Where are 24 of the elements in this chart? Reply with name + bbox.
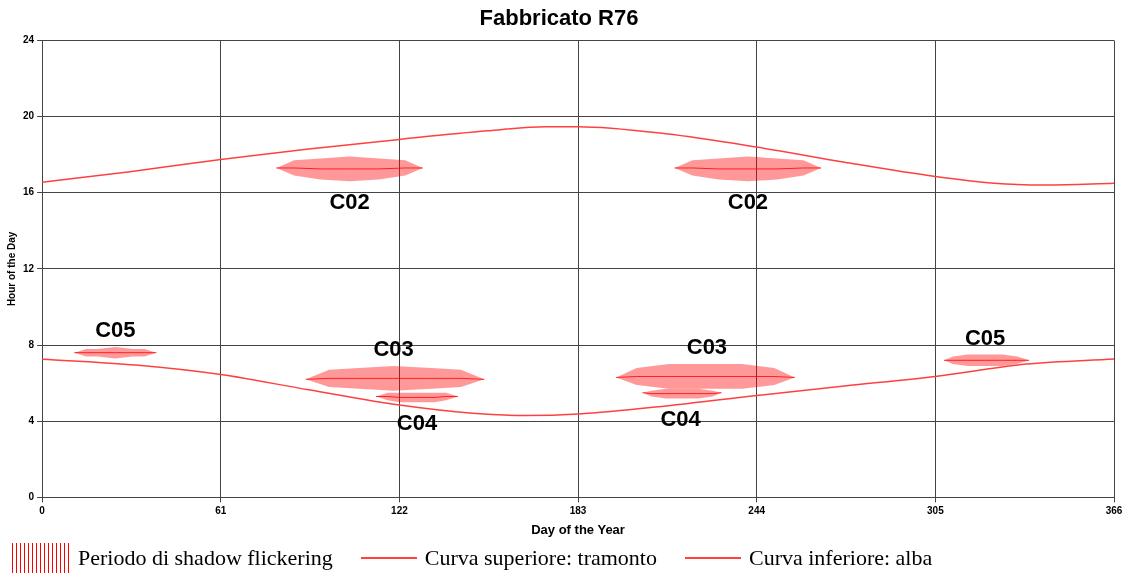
x-tick-label: 61	[215, 505, 227, 517]
annotation: C05	[95, 317, 136, 343]
y-tick-label: 12	[23, 262, 35, 274]
y-tick-label: 20	[23, 110, 35, 122]
legend-label: Periodo di shadow flickering	[78, 545, 333, 571]
x-tick-label: 122	[391, 505, 409, 517]
y-tick-label: 8	[28, 338, 35, 350]
x-tick-label: 305	[927, 505, 945, 517]
y-axis-title: Hour of the Day	[5, 231, 17, 307]
y-tick-label: 0	[28, 491, 35, 503]
legend-label: Curva inferiore: alba	[748, 545, 933, 571]
x-tick-label: 366	[1105, 505, 1123, 517]
y-tick-label: 24	[23, 34, 35, 46]
x-tick-label: 183	[569, 505, 587, 517]
annotation: C02	[329, 189, 370, 215]
line-series	[42, 125, 1114, 186]
y-tick-label: 16	[23, 186, 35, 198]
x-tick-label: 244	[748, 505, 766, 517]
x-tick-label: 0	[39, 505, 46, 517]
annotation: C05	[964, 324, 1006, 350]
chart-title: Fabbricato R76	[479, 5, 639, 31]
x-axis-title: Day of the Year	[531, 521, 625, 537]
y-tick-label: 4	[28, 414, 35, 426]
legend-label: Curva superiore: tramonto	[424, 545, 657, 571]
